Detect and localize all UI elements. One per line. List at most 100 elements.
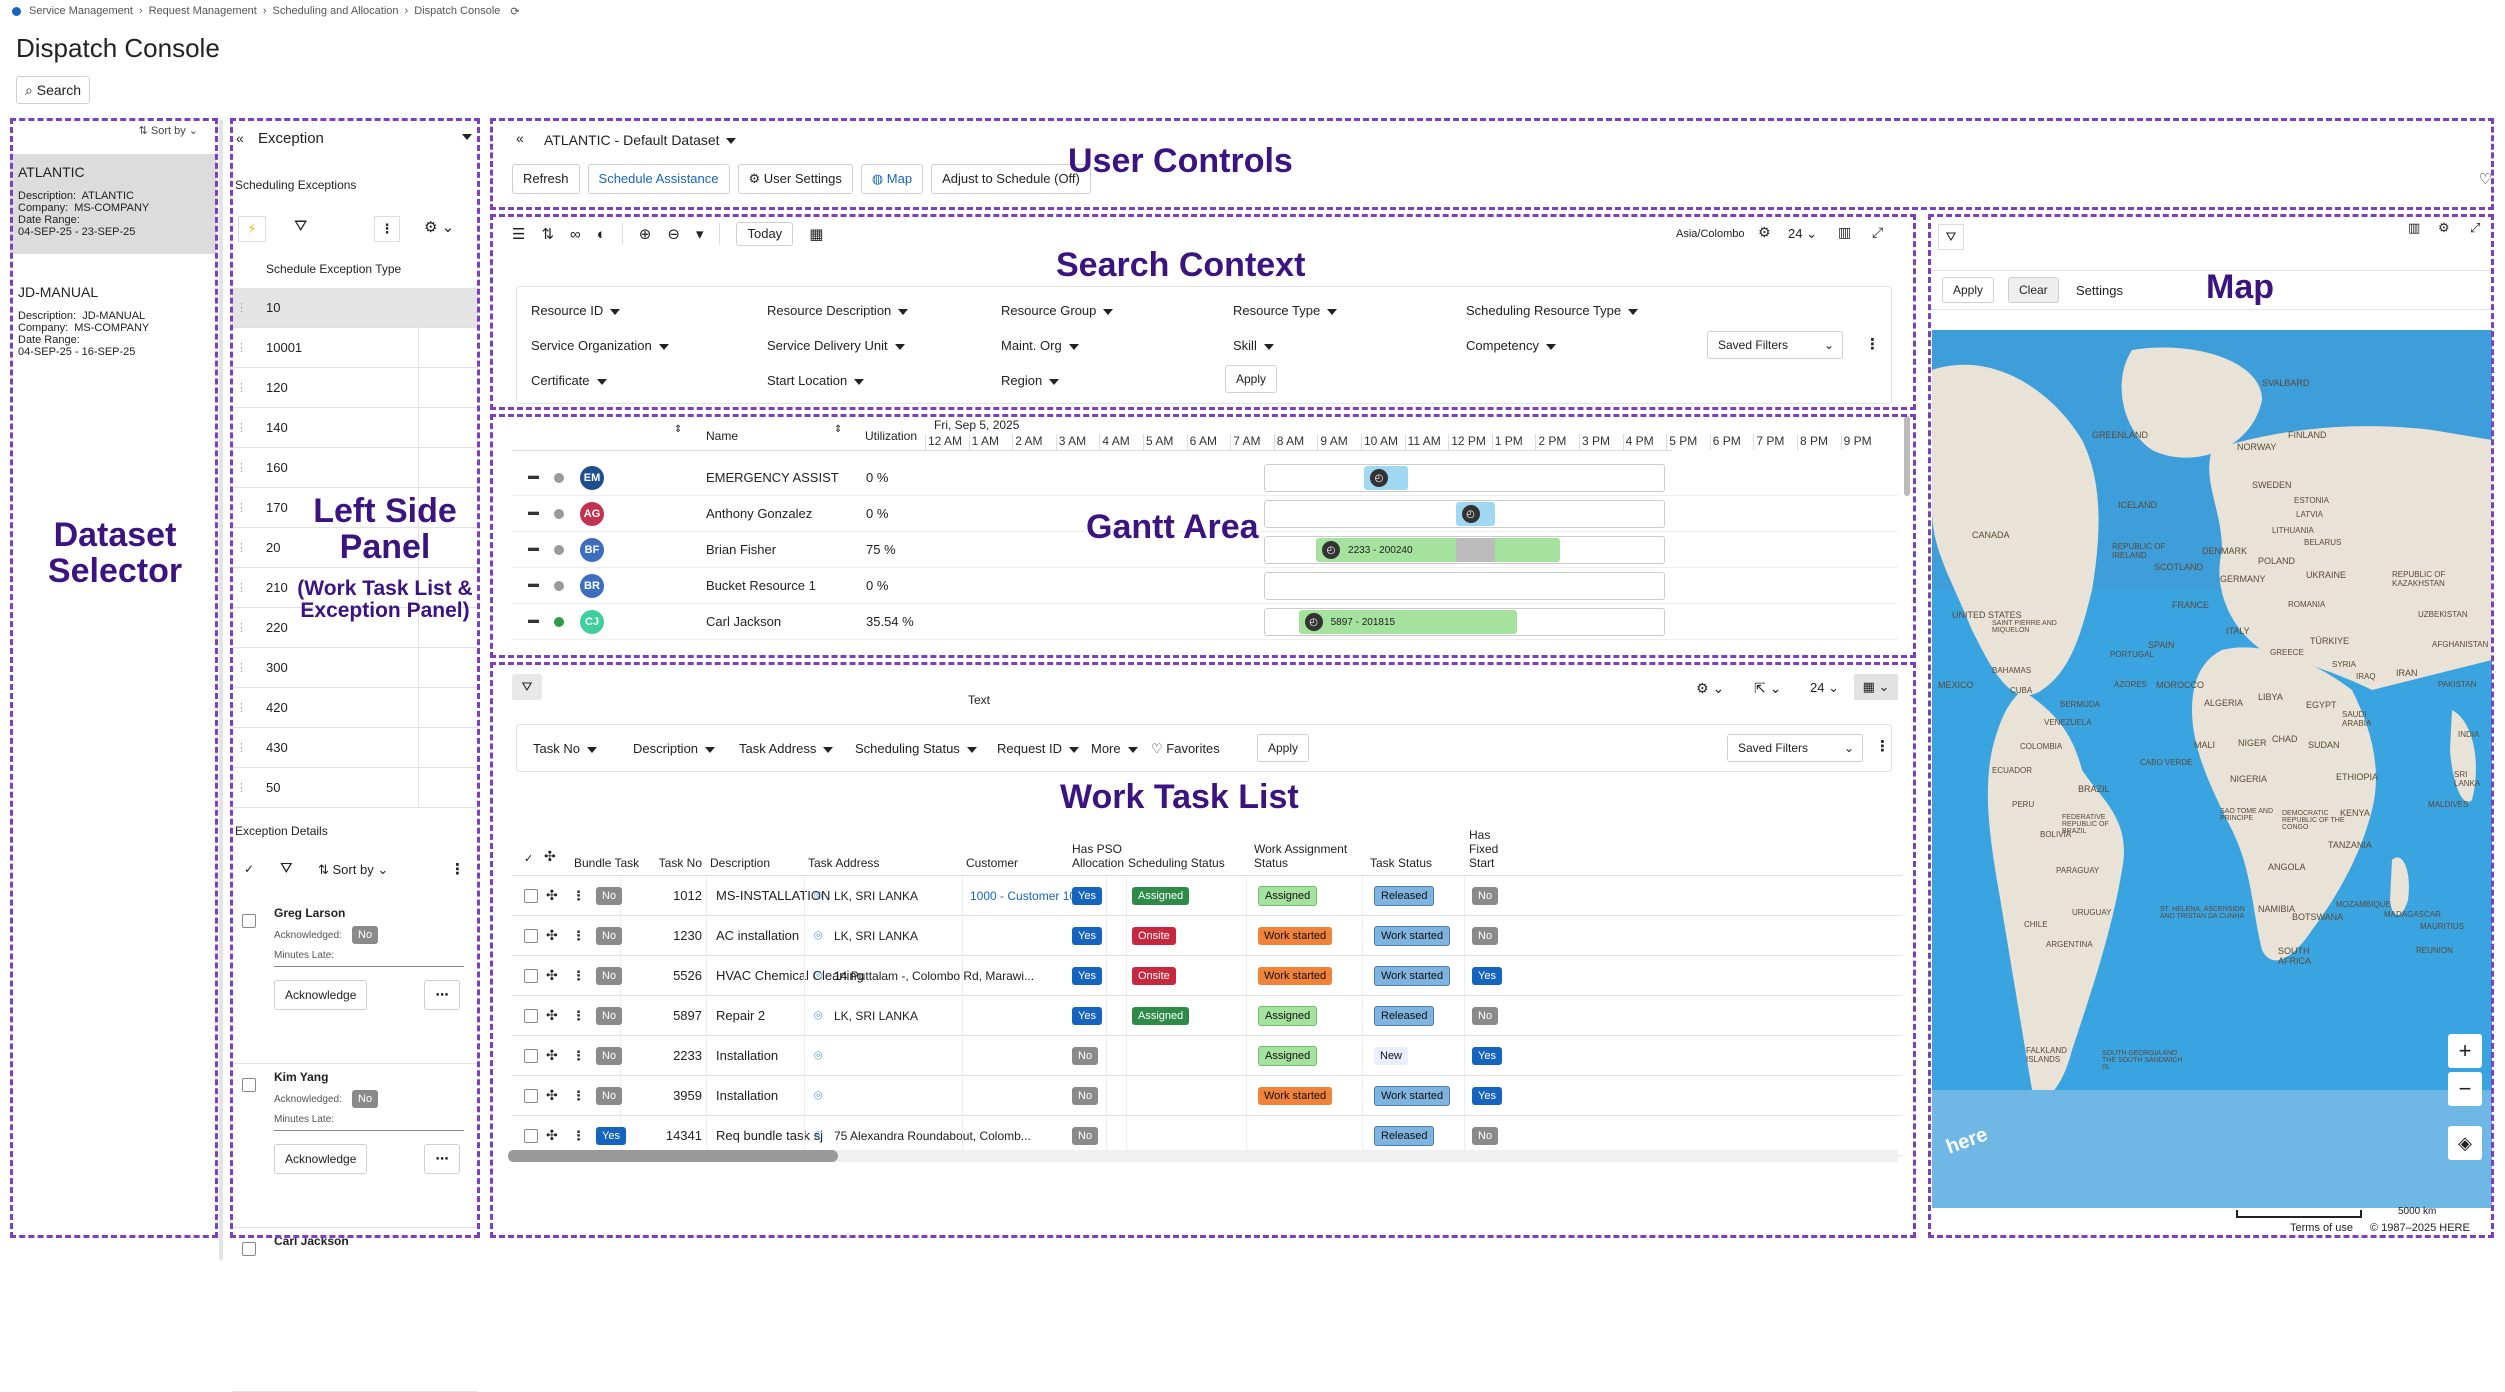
dataset-item-jd-manual[interactable]: JD-MANUAL Description: JD-MANUAL Company… xyxy=(10,274,216,374)
task-no[interactable]: 3959 xyxy=(673,1088,702,1103)
row-checkbox[interactable] xyxy=(524,1036,538,1075)
expand-icon[interactable]: ⤢ xyxy=(1872,224,1884,240)
acknowledge-button[interactable]: Acknowledge xyxy=(274,1144,368,1174)
table-row[interactable]: ✣ ⋮ No 1012 MS-INSTALLATION ⌾ LK, SRI LANKA 100… xyxy=(512,876,1902,916)
row-more-icon[interactable]: ⋮ xyxy=(572,927,585,943)
drag-handle-icon[interactable]: ⋮ xyxy=(236,702,247,714)
location-pin-icon[interactable]: ⌾ xyxy=(814,1047,823,1063)
exception-dropdown-icon[interactable] xyxy=(462,134,472,140)
gear-icon[interactable]: ⚙ xyxy=(2438,220,2450,235)
move-handle-icon[interactable]: ✣ xyxy=(546,927,558,943)
breadcrumb-item[interactable]: Request Management xyxy=(148,5,257,17)
filter-competency[interactable]: Competency xyxy=(1466,338,1556,353)
move-handle-icon[interactable]: ✣ xyxy=(546,1127,558,1143)
row-checkbox[interactable] xyxy=(524,1076,538,1115)
gantt-bar[interactable] xyxy=(1455,538,1495,562)
row-checkbox[interactable] xyxy=(524,916,538,955)
favorite-icon[interactable]: ♡ xyxy=(2478,171,2492,188)
row-checkbox[interactable] xyxy=(524,956,538,995)
exception-type-row[interactable]: ⋮ 10 xyxy=(232,288,478,328)
exception-type-row[interactable]: ⋮ 10001 xyxy=(232,328,478,368)
filter-service-organization[interactable]: Service Organization xyxy=(531,338,669,353)
task-no[interactable]: 1230 xyxy=(673,928,702,943)
hours-select[interactable]: 24 ⌄ xyxy=(1810,680,1839,695)
favorites-button[interactable]: ♡ Favorites xyxy=(1151,741,1220,756)
filter-region[interactable]: Region xyxy=(1001,373,1059,388)
resource-name[interactable]: Carl Jackson xyxy=(706,614,782,629)
table-view-icon[interactable]: ▦ ⌄ xyxy=(1854,674,1898,700)
table-row[interactable]: ✣ ⋮ No 1230 AC installation ⌾ LK, SRI LANKA Yes… xyxy=(512,916,1902,956)
calendar-icon[interactable]: ▦ xyxy=(809,226,824,243)
binoculars-icon[interactable]: ∞ xyxy=(570,225,581,243)
gantt-sort-icon[interactable]: ⇕ xyxy=(674,424,683,435)
export-icon[interactable]: ⇱ ⌄ xyxy=(1754,680,1782,696)
task-no[interactable]: 1012 xyxy=(673,888,702,903)
filter-resource-group[interactable]: Resource Group xyxy=(1001,303,1113,318)
gear-icon[interactable]: ⚙ ⌄ xyxy=(1696,680,1725,696)
drag-handle-icon[interactable]: ⋮ xyxy=(236,542,247,554)
zoom-out-button[interactable]: − xyxy=(2448,1072,2482,1106)
table-row[interactable]: ✣ ⋮ No 3959 Installation ⌾ No Work started Work … xyxy=(512,1076,1902,1116)
column-header[interactable]: Has Fixed Start xyxy=(1469,828,1499,870)
filter-scheduling-resource-type[interactable]: Scheduling Resource Type xyxy=(1466,303,1638,318)
drag-handle-icon[interactable]: ⋮ xyxy=(236,622,247,634)
lightning-icon[interactable]: ⚡ xyxy=(238,216,266,242)
schedule-assistance-button[interactable]: Schedule Assistance xyxy=(587,164,730,194)
drag-handle-icon[interactable]: ⋮ xyxy=(236,422,247,434)
saved-filters-select[interactable]: Saved Filters ⌄ xyxy=(1727,734,1863,762)
column-header[interactable]: Customer xyxy=(966,856,1019,870)
exception-type-row[interactable]: ⋮ 160 xyxy=(232,448,478,488)
timezone[interactable]: Asia/Colombo xyxy=(1676,228,1745,240)
row-checkbox[interactable] xyxy=(524,996,538,1035)
exception-type-row[interactable]: ⋮ 220 xyxy=(232,608,478,648)
card-icon[interactable]: ▬ xyxy=(528,578,539,590)
map-canvas[interactable]: GREENLAND SVALBARD ICELAND NORWAY FINLAN… xyxy=(1932,330,2492,1208)
person-checkbox[interactable] xyxy=(242,1242,256,1256)
person-checkbox[interactable] xyxy=(242,914,256,928)
column-header-exception-type[interactable]: Schedule Exception Type xyxy=(266,262,402,276)
location-pin-icon[interactable]: ⌾ xyxy=(814,927,823,943)
table-row[interactable]: ✣ ⋮ No 5897 Repair 2 ⌾ LK, SRI LANKA Yes Assigne… xyxy=(512,996,1902,1036)
filter-resource-id[interactable]: Resource ID xyxy=(531,303,620,318)
horizontal-scrollbar[interactable] xyxy=(508,1150,1898,1162)
exception-type-row[interactable]: ⋮ 210 xyxy=(232,568,478,608)
gear-icon[interactable]: ⚙ xyxy=(1758,224,1771,240)
resource-name[interactable]: EMERGENCY ASSIST xyxy=(706,470,839,485)
location-pin-icon[interactable]: ⌾ xyxy=(814,967,823,983)
palette-icon[interactable]: ◐ xyxy=(596,225,606,243)
drag-handle-icon[interactable]: ⋮ xyxy=(236,502,247,514)
column-header[interactable]: Bundle Task xyxy=(574,856,640,870)
card-icon[interactable]: ▬ xyxy=(528,506,539,518)
dataset-title[interactable]: ATLANTIC - Default Dataset xyxy=(544,132,736,148)
drag-handle-icon[interactable]: ⋮ xyxy=(236,342,247,354)
filter-scheduling-status[interactable]: Scheduling Status xyxy=(855,741,977,756)
table-row[interactable]: ✣ ⋮ No 5526 HVAC Chemical Cleaning ⌾ 14 Puttal… xyxy=(512,956,1902,996)
select-all-checkbox[interactable]: ✓ xyxy=(524,853,534,865)
row-more-icon[interactable]: ⋮ xyxy=(572,1047,585,1063)
map-clear-button[interactable]: Clear xyxy=(2008,277,2059,303)
refresh-button[interactable]: Refresh xyxy=(512,164,580,194)
row-more-icon[interactable]: ⋮ xyxy=(572,1127,585,1143)
exception-type-row[interactable]: ⋮ 170 xyxy=(232,488,478,528)
zoom-dropdown-icon[interactable]: ▾ xyxy=(695,226,704,243)
refresh-icon[interactable]: ⟳ xyxy=(510,5,520,18)
breadcrumb-item[interactable]: Service Management xyxy=(29,5,133,17)
filter-maint-org[interactable]: Maint. Org xyxy=(1001,338,1079,353)
select-all-checkbox[interactable]: ✓ xyxy=(244,862,255,876)
filter-icon[interactable]: ⛛ xyxy=(1938,224,1964,250)
card-icon[interactable]: ▬ xyxy=(528,542,539,554)
filter-resource-type[interactable]: Resource Type xyxy=(1233,303,1337,318)
exception-type-row[interactable]: ⋮ 50 xyxy=(232,768,478,808)
table-row[interactable]: ✣ ⋮ No 2233 Installation ⌾ No Assigned New Yes xyxy=(512,1036,1902,1076)
collapse-icon[interactable]: « xyxy=(236,130,244,146)
drag-handle-icon[interactable]: ⋮ xyxy=(236,302,247,314)
filter-task-address[interactable]: Task Address xyxy=(739,741,833,756)
more-options-icon[interactable]: ⋮ xyxy=(1865,336,1880,353)
card-icon[interactable]: ▬ xyxy=(528,470,539,482)
map-apply-button[interactable]: Apply xyxy=(1942,277,1995,303)
apply-button[interactable]: Apply xyxy=(1257,734,1310,762)
column-header[interactable]: Task Status xyxy=(1370,856,1433,870)
column-header[interactable]: Task No xyxy=(658,856,702,870)
breadcrumb-item[interactable]: Scheduling and Allocation xyxy=(272,5,399,17)
gantt-col-util[interactable]: Utilization xyxy=(865,429,918,443)
